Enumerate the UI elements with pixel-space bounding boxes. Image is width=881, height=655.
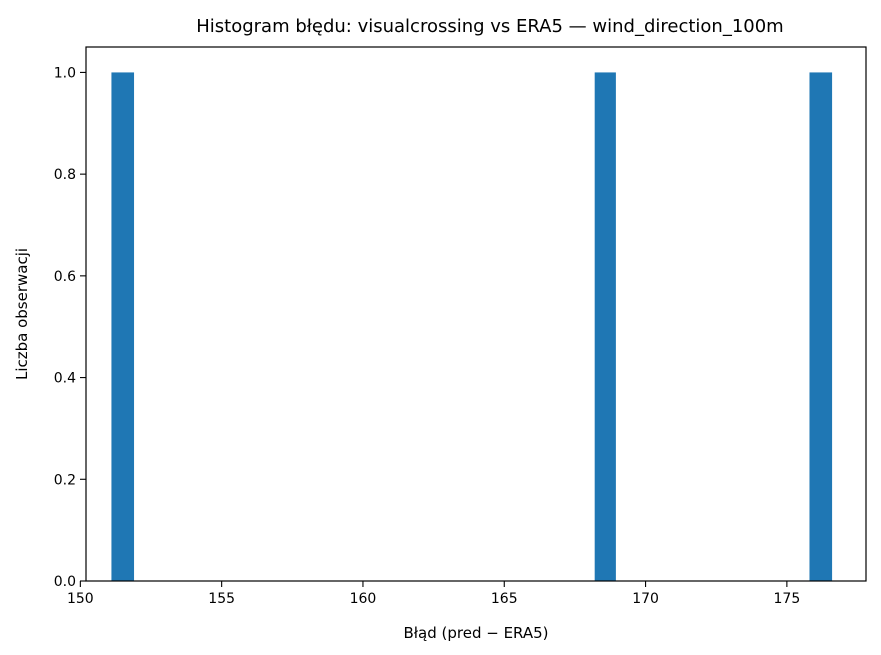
x-axis-label: Błąd (pred − ERA5) (403, 624, 548, 642)
histogram-bar-1 (111, 72, 135, 581)
x-tick-label: 150 (67, 591, 94, 607)
y-tick-label: 0.4 (54, 371, 76, 387)
y-tick-label: 0.8 (54, 167, 76, 183)
histogram-bar-3 (809, 72, 833, 581)
x-tick-label: 155 (208, 591, 235, 607)
x-tick-label: 175 (774, 591, 801, 607)
y-tick-label: 0.2 (54, 472, 76, 488)
plot-frame (85, 46, 867, 582)
x-tick-label: 165 (491, 591, 518, 607)
y-axis-ticks: 0.0 0.2 0.4 0.6 0.8 1.0 (54, 65, 86, 590)
y-tick-label: 1.0 (54, 65, 76, 81)
histogram-bar-2 (594, 72, 616, 581)
chart-title: Histogram błędu: visualcrossing vs ERA5 … (196, 16, 783, 37)
y-tick-label: 0.6 (54, 269, 76, 285)
x-axis-ticks: 150 155 160 165 170 175 (67, 581, 800, 607)
y-tick-label: 0.0 (54, 574, 76, 590)
y-axis-label: Liczba obserwacji (13, 248, 31, 380)
bars-group (111, 72, 833, 581)
x-tick-label: 170 (632, 591, 659, 607)
x-tick-label: 160 (350, 591, 377, 607)
